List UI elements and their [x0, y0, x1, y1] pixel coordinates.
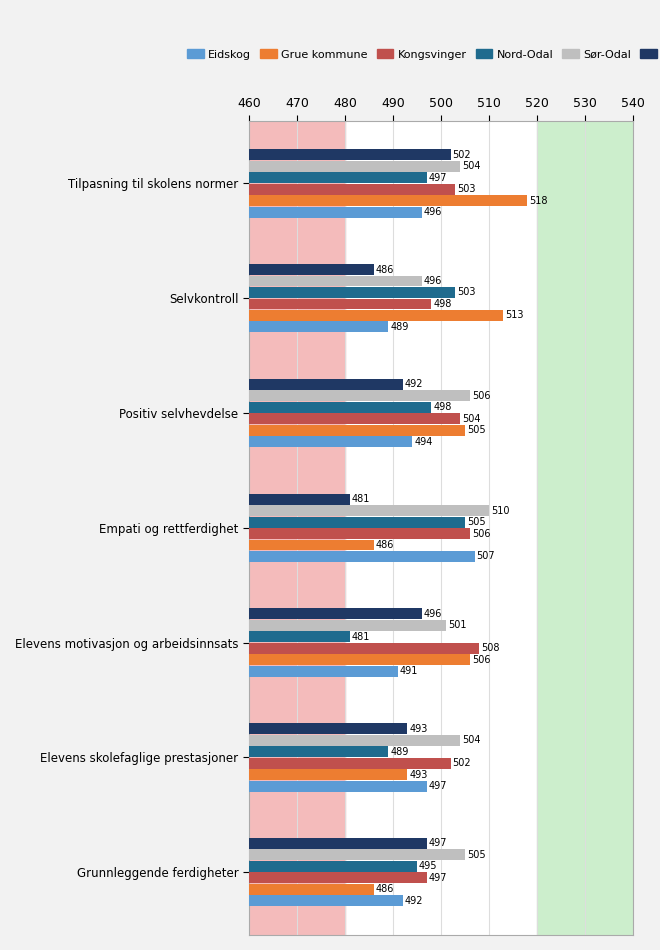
Bar: [249, 195, 527, 206]
Text: 506: 506: [472, 390, 490, 401]
Text: 498: 498: [434, 299, 451, 309]
Text: 493: 493: [409, 770, 428, 780]
Text: 492: 492: [405, 896, 423, 906]
Bar: [249, 494, 350, 504]
Text: 498: 498: [434, 402, 451, 412]
Text: 486: 486: [376, 264, 394, 275]
Text: 481: 481: [352, 632, 370, 642]
Bar: [249, 172, 426, 183]
Text: 506: 506: [472, 528, 490, 539]
Bar: [537, 121, 633, 935]
Bar: [249, 207, 422, 218]
Bar: [249, 517, 465, 527]
Bar: [249, 849, 465, 861]
Bar: [249, 121, 345, 935]
Text: 504: 504: [462, 735, 480, 745]
Text: 506: 506: [472, 655, 490, 665]
Bar: [249, 310, 504, 321]
Text: 518: 518: [529, 196, 548, 205]
Bar: [249, 758, 451, 769]
Text: 497: 497: [428, 781, 447, 791]
Bar: [249, 298, 432, 310]
Text: 489: 489: [390, 322, 409, 332]
Text: 513: 513: [506, 311, 524, 320]
Text: 497: 497: [428, 873, 447, 883]
Text: 503: 503: [457, 288, 476, 297]
Bar: [249, 321, 388, 332]
Text: 507: 507: [477, 552, 495, 561]
Bar: [249, 183, 455, 195]
Bar: [249, 632, 350, 642]
Text: 491: 491: [400, 666, 418, 676]
Bar: [249, 528, 470, 539]
Text: 504: 504: [462, 414, 480, 424]
Text: 505: 505: [467, 426, 486, 435]
Text: 496: 496: [424, 207, 442, 218]
Bar: [249, 425, 465, 436]
Text: 481: 481: [352, 494, 370, 504]
Text: 502: 502: [453, 150, 471, 160]
Bar: [249, 264, 374, 275]
Bar: [249, 781, 426, 791]
Bar: [249, 551, 475, 562]
Text: 486: 486: [376, 540, 394, 550]
Text: 501: 501: [447, 620, 466, 631]
Bar: [249, 655, 470, 665]
Bar: [249, 838, 426, 849]
Text: 489: 489: [390, 747, 409, 756]
Bar: [249, 608, 422, 619]
Bar: [249, 620, 446, 631]
Text: 496: 496: [424, 609, 442, 618]
Text: 502: 502: [453, 758, 471, 769]
Bar: [249, 276, 422, 287]
Text: 496: 496: [424, 276, 442, 286]
Bar: [249, 884, 374, 895]
Text: 494: 494: [414, 437, 432, 446]
Text: 486: 486: [376, 884, 394, 894]
Bar: [249, 872, 426, 884]
Bar: [249, 287, 455, 298]
Bar: [249, 643, 479, 654]
Text: 492: 492: [405, 379, 423, 389]
Bar: [249, 505, 489, 516]
Bar: [249, 149, 451, 161]
Text: 505: 505: [467, 850, 486, 860]
Text: 505: 505: [467, 517, 486, 527]
Bar: [249, 896, 403, 906]
Bar: [249, 436, 412, 447]
Text: 497: 497: [428, 839, 447, 848]
Bar: [249, 390, 470, 401]
Text: 503: 503: [457, 184, 476, 194]
Text: 495: 495: [419, 862, 438, 871]
Bar: [249, 770, 407, 780]
Bar: [249, 666, 398, 676]
Text: 504: 504: [462, 162, 480, 171]
Bar: [249, 861, 417, 872]
Bar: [249, 746, 388, 757]
Text: 508: 508: [481, 643, 500, 654]
Bar: [249, 723, 407, 734]
Bar: [249, 413, 460, 425]
Bar: [249, 379, 403, 389]
Text: 510: 510: [491, 505, 510, 516]
Text: 493: 493: [409, 724, 428, 733]
Bar: [249, 540, 374, 550]
Bar: [249, 734, 460, 746]
Text: 497: 497: [428, 173, 447, 182]
Bar: [249, 402, 432, 412]
Bar: [249, 161, 460, 172]
Legend: Eidskog, Grue kommune, Kongsvinger, Nord-Odal, Sør-Odal, Åsnes: Eidskog, Grue kommune, Kongsvinger, Nord…: [183, 45, 660, 64]
